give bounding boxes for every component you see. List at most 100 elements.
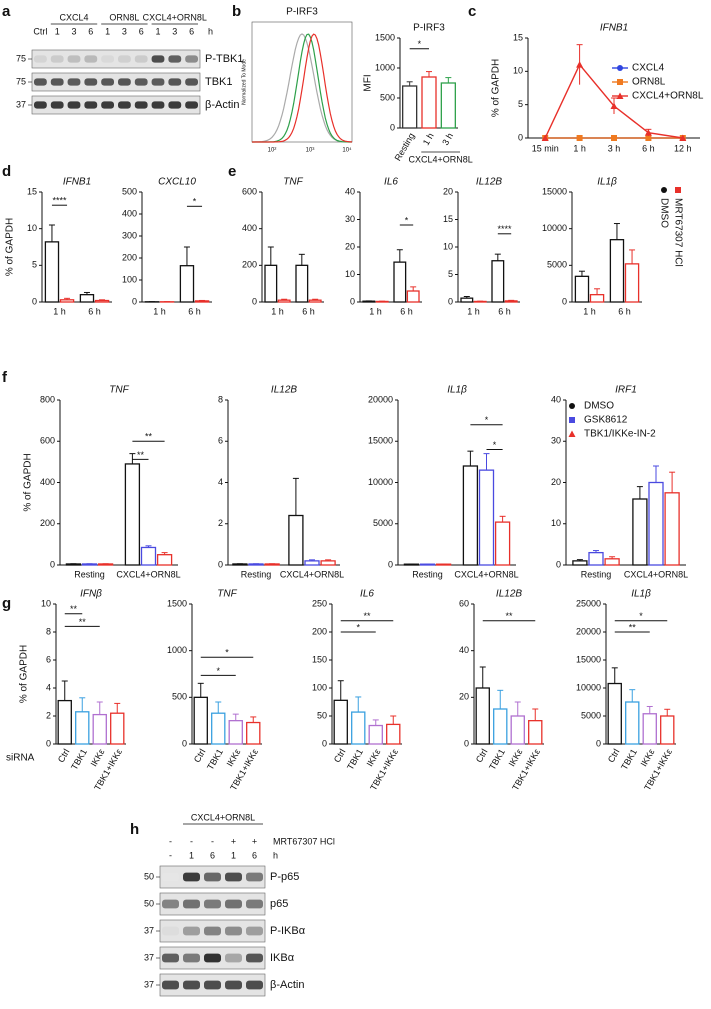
row-label: β-Actin [205, 99, 239, 111]
mw-label: 37 [144, 952, 154, 962]
y-tick-label: 20 [459, 692, 469, 702]
blot-band [118, 78, 131, 86]
blot-band [204, 926, 221, 936]
blot-band [185, 101, 198, 109]
x-tick-label: 1 h [153, 306, 166, 316]
blot-band [246, 953, 263, 963]
chart-title: TNF [217, 589, 237, 600]
y-tick-label: 600 [242, 186, 257, 196]
blot-band [151, 101, 165, 109]
group-label: CXCL4+ORN8L [408, 154, 472, 164]
y-tick-label: 0 [218, 559, 223, 569]
y-tick-label: 0 [464, 738, 469, 748]
x-tick-label: TBK1 [487, 747, 507, 771]
x-tick-label: CXCL4+ORN8L [624, 569, 688, 579]
legend-label: DMSO [658, 198, 669, 228]
marker [617, 79, 623, 85]
blot-band [67, 78, 81, 86]
row-label: p65 [270, 898, 288, 910]
bar [179, 265, 195, 303]
y-tick-label: 10 [41, 598, 51, 608]
marker [645, 135, 652, 141]
bar [288, 514, 304, 566]
y-tick-label: 150 [312, 654, 327, 664]
blot-band [225, 872, 242, 882]
significance-label: ** [629, 622, 637, 632]
marker [569, 403, 575, 409]
significance-label: * [493, 440, 497, 450]
x-tick-label: IKKε [639, 747, 657, 768]
bar [504, 300, 518, 303]
chart-title: TNF [283, 177, 303, 188]
blot-band [183, 926, 200, 936]
bar [94, 299, 110, 303]
y-tick-label: 200 [242, 260, 257, 270]
bar [393, 261, 407, 303]
row-label: P-IKBα [270, 925, 306, 937]
row-label: TBK1 [205, 76, 233, 88]
blot-band [101, 78, 114, 86]
bar [460, 297, 474, 303]
y-tick-label: 800 [40, 394, 55, 404]
x-tick-label: Ctrl [192, 747, 208, 764]
blot-band [168, 78, 182, 86]
x-tick-label: IKKε [89, 747, 107, 768]
blot-band [162, 926, 179, 936]
y-tick-label: 2 [218, 518, 223, 528]
chart-title: IRF1 [615, 385, 637, 396]
lane-label: 6 [252, 850, 257, 860]
bar [320, 560, 336, 566]
blot-band [101, 101, 114, 109]
bar [632, 498, 648, 566]
x-tick-label: 1 h [53, 306, 66, 316]
blot-band [246, 980, 263, 990]
bar [44, 241, 60, 303]
mw-label: 37 [16, 99, 26, 109]
marker [679, 134, 687, 141]
bar [478, 469, 495, 566]
blot-band [50, 78, 64, 86]
bar [421, 76, 437, 129]
y-tick-label: 200 [40, 518, 55, 528]
y-axis-label: MFI [363, 74, 374, 91]
legend-label: ORN8L [632, 77, 666, 88]
y-tick-label: 10 [551, 518, 561, 528]
lane-label: 6 [88, 26, 93, 36]
bar [59, 299, 75, 303]
mw-label: 37 [144, 925, 154, 935]
row-label: P-p65 [270, 871, 299, 883]
bar [333, 699, 348, 745]
treatment-lane: + [252, 836, 257, 846]
blot-band [151, 55, 165, 63]
y-axis-label: % of GAPDH [5, 218, 16, 276]
mw-label: 37 [144, 979, 154, 989]
row-label: IKBα [270, 952, 295, 964]
bar [664, 492, 680, 566]
blot-band [225, 926, 242, 936]
x-tick-label: Ctrl [56, 747, 72, 764]
y-tick-label: 60 [459, 598, 469, 608]
legend-label: MRT67307 HCl [672, 198, 683, 267]
significance-label: ** [363, 611, 371, 621]
y-tick-label: 4 [218, 477, 223, 487]
mw-label: 50 [144, 898, 154, 908]
x-tick-label: 6 h [618, 306, 631, 316]
bar [475, 687, 490, 745]
blot-band [183, 980, 200, 990]
chart-title: IL1β [597, 177, 617, 188]
treatment-lane: - [169, 836, 172, 846]
blot-band [67, 55, 81, 63]
significance-label: * [225, 648, 229, 658]
panel-label: g [2, 595, 11, 612]
y-tick-label: 30 [551, 436, 561, 446]
y-tick-label: 0 [388, 559, 393, 569]
treatment-lane: - [211, 836, 214, 846]
group-label: ORN8L [109, 12, 139, 22]
lane-label: Ctrl [33, 26, 47, 36]
y-tick-label: 400 [242, 223, 257, 233]
significance-label: * [193, 197, 197, 207]
x-tick-label: Ctrl [606, 747, 622, 764]
bar [574, 275, 590, 303]
legend-label: TBK1/IKKe-IN-2 [584, 429, 656, 440]
chart-title: IL12B [496, 589, 522, 600]
